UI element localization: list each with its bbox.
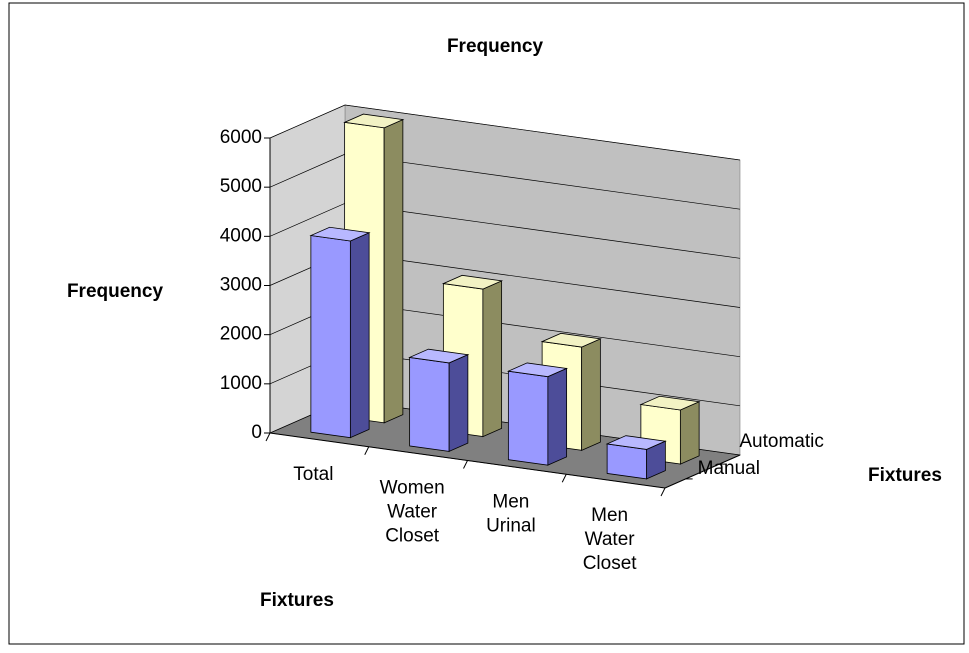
bar [605, 435, 667, 480]
bar-top [441, 274, 504, 290]
x-tick [561, 474, 567, 483]
bar [506, 362, 569, 466]
legend-label: Automatic [739, 431, 823, 452]
bar-front [507, 370, 549, 466]
x-tick-label: Women Water Closet [380, 478, 445, 547]
bar-front [606, 443, 648, 480]
y-tick-label: 2000 [220, 324, 262, 345]
bar-top [309, 226, 371, 242]
y-tick-label: 4000 [220, 225, 262, 246]
bar-side [581, 338, 601, 451]
x-tick [265, 432, 271, 442]
bar-side [448, 354, 469, 453]
bar [309, 226, 371, 439]
depth-axis-title: Fixtures [868, 465, 942, 486]
y-tick-label: 6000 [220, 127, 262, 148]
bar-top [540, 332, 602, 348]
x-tick-label: Men Urinal [486, 491, 536, 536]
x-axis-title: Fixtures [260, 590, 334, 611]
grid-line [269, 104, 741, 161]
chart-title: Frequency [447, 36, 544, 57]
bar-side [679, 401, 700, 465]
bar-top [605, 435, 667, 450]
bar [408, 348, 470, 453]
y-tick-label: 0 [251, 422, 262, 443]
legend-label: Manual [698, 458, 760, 479]
y-axis-title: Frequency [67, 281, 164, 302]
x-tick [463, 460, 468, 469]
bar-side [349, 232, 370, 439]
x-tick [364, 446, 370, 455]
x-tick-label: Men Water Closet [583, 505, 638, 574]
bar-top [343, 113, 405, 129]
y-tick-label: 1000 [220, 373, 262, 394]
bar-side [547, 367, 568, 466]
bar-top [506, 362, 569, 378]
bar-front [310, 235, 351, 439]
depth-axis [664, 454, 741, 489]
y-tick-label: 5000 [220, 176, 262, 197]
x-tick [660, 487, 666, 497]
bar-side [383, 118, 404, 424]
bar-top [639, 395, 701, 411]
bar-top [408, 348, 470, 364]
bar-front [409, 356, 450, 452]
bar-side [482, 280, 503, 438]
y-tick-label: 3000 [220, 275, 262, 296]
x-tick-label: Total [293, 464, 333, 485]
